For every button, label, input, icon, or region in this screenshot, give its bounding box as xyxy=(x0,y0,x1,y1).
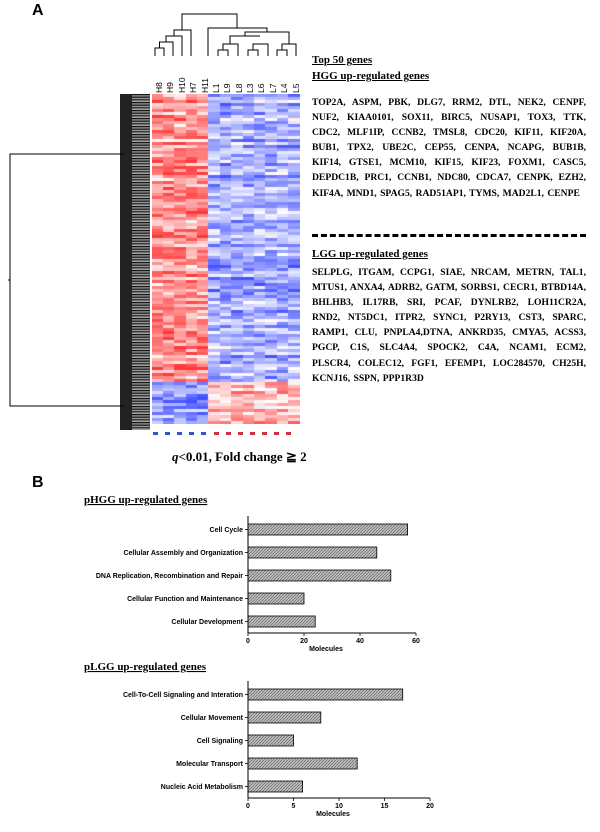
category-label-0-2: DNA Replication, Recombination and Repai… xyxy=(96,573,243,580)
bar-1-2 xyxy=(247,734,294,747)
group-hgg-label: HGG xyxy=(164,56,193,71)
sample-label-l3: L3 xyxy=(245,83,256,93)
sample-label-l7: L7 xyxy=(267,83,278,93)
hgg-gene-list: TOP2A, ASPM, PBK, DLG7, RRM2, DTL, NEK2,… xyxy=(312,97,586,199)
bar-1-0 xyxy=(247,688,404,701)
top-genes-title: Top 50 genes xyxy=(312,54,373,66)
x-tick-label-1-0: 0 xyxy=(246,803,250,810)
bar-0-0 xyxy=(247,523,409,536)
bar-1-1 xyxy=(247,711,322,724)
category-label-1-0: Cell-To-Cell Signaling and Interation xyxy=(123,692,243,699)
category-label-1-1: Cellular Movement xyxy=(181,715,244,722)
threshold-rest: <0.01, Fold change ≧ 2 xyxy=(178,449,307,464)
sample-label-l8: L8 xyxy=(233,83,244,93)
bar-1-3 xyxy=(247,757,358,770)
category-label-1-2: Cell Signaling xyxy=(197,738,243,745)
column-dendrogram xyxy=(154,13,297,56)
x-tick-label-0-2: 40 xyxy=(356,638,364,645)
heatmap-color-strip xyxy=(152,424,300,435)
plgg-bar-chart: pLGG up-regulated genes Cell-To-Cell Sign… xyxy=(84,661,434,818)
section-divider xyxy=(312,234,586,237)
bar-0-2 xyxy=(247,569,392,582)
bar-1-4 xyxy=(247,780,303,793)
chart-title-1: pLGG up-regulated genes xyxy=(84,661,207,673)
category-label-0-0: Cell Cycle xyxy=(210,527,244,534)
x-tick-label-1-1: 5 xyxy=(292,803,296,810)
bar-0-3 xyxy=(247,592,305,605)
row-dendrogram xyxy=(8,94,150,430)
category-label-0-1: Cellular Assembly and Organization xyxy=(123,550,243,557)
category-label-1-4: Nucleic Acid Metabolism xyxy=(161,784,243,791)
x-tick-label-1-2: 10 xyxy=(335,803,343,810)
heatmap-canvas xyxy=(152,94,300,424)
sample-label-h8: H8 xyxy=(154,82,164,93)
lgg-genes-title: LGG up-regulated genes xyxy=(312,248,428,260)
x-axis-label-1: Molecules xyxy=(316,811,350,818)
sample-label-l5: L5 xyxy=(290,83,301,93)
x-axis-label-0: Molecules xyxy=(309,646,343,653)
panel-a-label: A xyxy=(32,2,44,19)
x-tick-label-0-3: 60 xyxy=(412,638,420,645)
sample-label-h10: H10 xyxy=(176,77,187,93)
sample-label-h7: H7 xyxy=(188,82,199,93)
phgg-bar-chart: pHGG up-regulated genes Cell Cycle Cellula… xyxy=(84,494,420,653)
threshold-q: q xyxy=(172,449,179,464)
sample-label-h9: H9 xyxy=(165,82,176,93)
x-tick-label-1-4: 20 xyxy=(426,803,434,810)
hgg-genes-title: HGG up-regulated genes xyxy=(312,70,430,82)
sample-label-l6: L6 xyxy=(256,83,267,93)
heatmap xyxy=(152,94,300,424)
bar-0-1 xyxy=(247,546,378,559)
sample-label-l9: L9 xyxy=(222,83,233,93)
category-label-0-4: Cellular Development xyxy=(171,619,243,626)
chart-title-0: pHGG up-regulated genes xyxy=(84,494,208,506)
panel-b-label: B xyxy=(32,474,44,491)
sample-label-l4: L4 xyxy=(279,83,290,93)
sample-label-h11: H11 xyxy=(199,78,210,93)
x-tick-label-1-3: 15 xyxy=(381,803,389,810)
category-label-1-3: Molecular Transport xyxy=(176,761,244,768)
bar-0-4 xyxy=(247,615,316,628)
group-lgg-box: LGG xyxy=(209,54,300,74)
threshold-text: q<0.01, Fold change ≧ 2 xyxy=(172,449,307,465)
group-hgg-box: HGG xyxy=(152,54,206,74)
x-tick-label-0-1: 20 xyxy=(300,638,308,645)
category-label-0-3: Cellular Function and Maintenance xyxy=(127,596,243,603)
lgg-gene-list: SELPLG, ITGAM, CCPG1, SIAE, NRCAM, METRN… xyxy=(312,267,586,384)
x-tick-label-0-0: 0 xyxy=(246,638,250,645)
group-lgg-label: LGG xyxy=(241,56,268,71)
sample-label-l1: L1 xyxy=(210,83,221,93)
